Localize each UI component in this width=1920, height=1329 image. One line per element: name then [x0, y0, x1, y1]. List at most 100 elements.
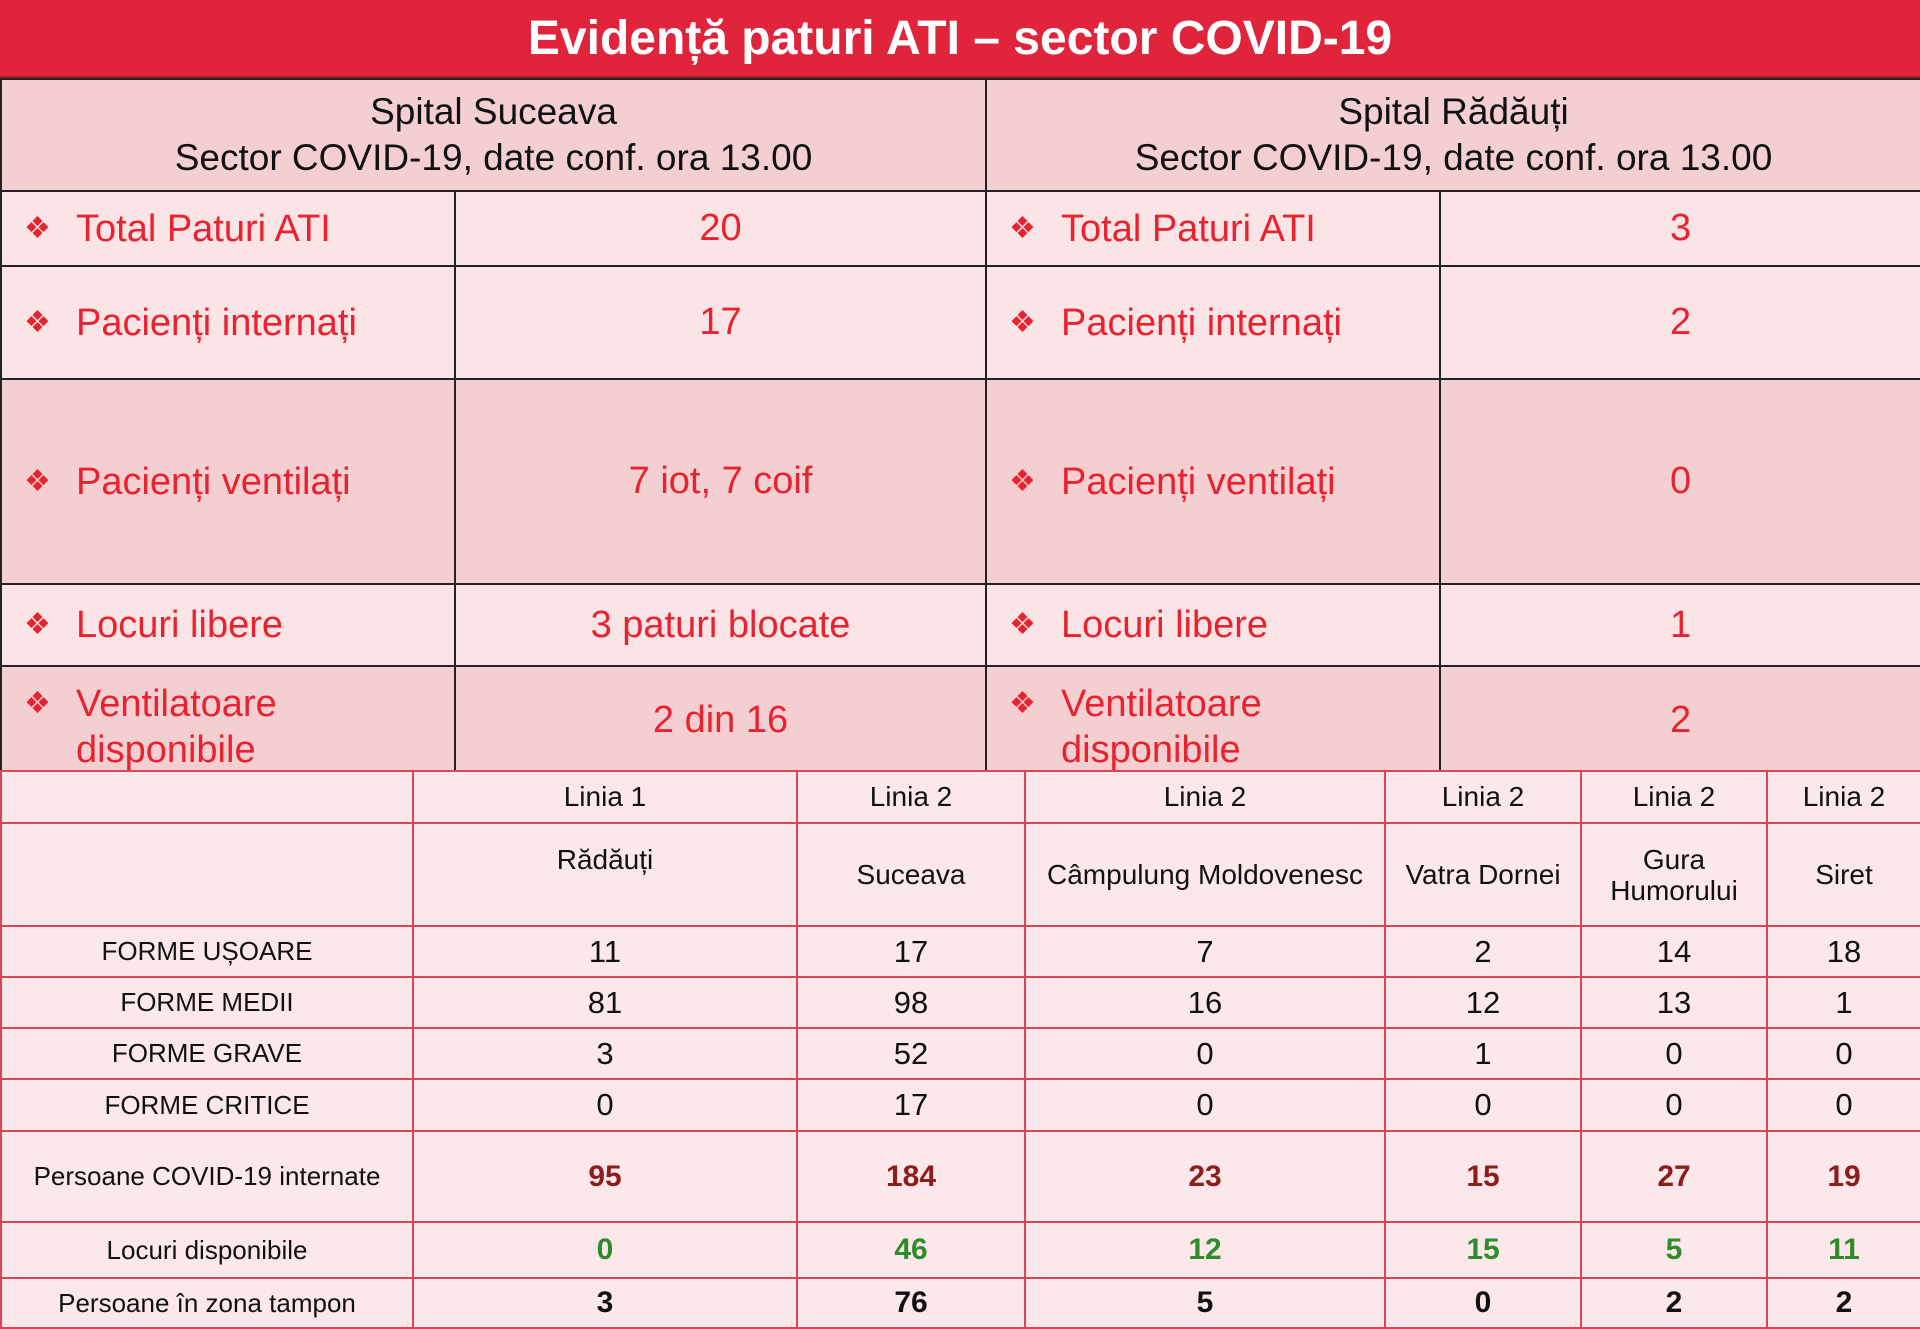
- table-row-disponibile: Locuri disponibile 0 46 12 15 5 11: [0, 1221, 1920, 1279]
- cell-value: 184: [796, 1130, 1026, 1223]
- row-label-line1: Ventilatoare: [76, 683, 277, 725]
- row-label: Persoane COVID-19 internate: [0, 1130, 414, 1223]
- cell-value: 0: [1024, 1027, 1386, 1080]
- cell-value: 0: [1384, 1277, 1582, 1329]
- cell-value: 0: [1580, 1027, 1768, 1080]
- cell-value: 19: [1766, 1130, 1920, 1223]
- cell-value: 98: [796, 976, 1026, 1029]
- hospital-name: Spital Rădăuți: [1338, 91, 1569, 132]
- row-label: Locuri disponibile: [0, 1221, 414, 1279]
- line-label: Linia 2: [1580, 770, 1768, 824]
- hospital-header-row: Spital Suceava Sector COVID-19, date con…: [0, 78, 1920, 192]
- cell-value: 3: [412, 1277, 798, 1329]
- suceava-value: 2 din 16: [453, 665, 988, 775]
- ati-row-internati: ❖ Pacienți internați 17 ❖ Pacienți interna…: [0, 265, 1920, 380]
- city-name: Rădăuți: [412, 822, 798, 927]
- diamond-bullet-icon: ❖: [1009, 687, 1036, 720]
- ati-row-ventilati: ❖ Pacienți ventilați 7 iot, 7 coif ❖ Pacie…: [0, 378, 1920, 585]
- cell-value: 46: [796, 1221, 1026, 1279]
- table-row: FORME GRAVE 3 52 0 1 0 0: [0, 1027, 1920, 1080]
- city-name: Gura Humorului: [1580, 822, 1768, 927]
- ati-row-ventilatoare: ❖ Ventilatoare disponibile 2 din 16 ❖ Venti…: [0, 665, 1920, 775]
- suceava-value: 20: [453, 190, 988, 267]
- table-row: FORME UȘOARE 11 17 7 2 14 18: [0, 925, 1920, 978]
- cell-value: 13: [1580, 976, 1768, 1029]
- hospital-subtitle: Sector COVID-19, date conf. ora 13.00: [1134, 137, 1773, 178]
- cell-value: 15: [1384, 1221, 1582, 1279]
- table-row-internate: Persoane COVID-19 internate 95 184 23 15…: [0, 1130, 1920, 1223]
- city-name-line2: Humorului: [1610, 874, 1738, 906]
- line-label: Linia 2: [1384, 770, 1582, 824]
- row-label: Pacienți ventilați: [76, 460, 351, 503]
- cell-value: 5: [1580, 1221, 1768, 1279]
- table-row: FORME CRITICE 0 17 0 0 0 0: [0, 1078, 1920, 1132]
- city-name: Vatra Dornei: [1384, 822, 1582, 927]
- hospital-name: Spital Suceava: [370, 91, 617, 132]
- row-label: Locuri libere: [76, 604, 283, 646]
- row-label: Ventilatoare disponibile: [1061, 681, 1262, 772]
- radauti-value: 0: [1439, 378, 1920, 585]
- row-label: Pacienți internați: [76, 301, 357, 344]
- cell-value: 95: [412, 1130, 798, 1223]
- city-name: Suceava: [796, 822, 1026, 927]
- cell-value: 0: [412, 1221, 798, 1279]
- suceava-value: 17: [453, 265, 988, 380]
- line-header-row: Linia 1 Linia 2 Linia 2 Linia 2 Linia 2 …: [0, 770, 1920, 824]
- cell-value: 76: [796, 1277, 1026, 1329]
- cell-value: 27: [1580, 1130, 1768, 1223]
- cell-value: 0: [1766, 1027, 1920, 1080]
- city-name: Siret: [1766, 822, 1920, 927]
- row-label: FORME GRAVE: [0, 1027, 414, 1080]
- row-label: Pacienți internați: [1061, 301, 1342, 344]
- diamond-bullet-icon: ❖: [24, 464, 51, 498]
- table-row-tampon: Persoane în zona tampon 3 76 5 0 2 2: [0, 1277, 1920, 1329]
- row-label-line1: Ventilatoare: [1061, 683, 1262, 725]
- cell-value: 0: [1766, 1078, 1920, 1132]
- cell-value: 52: [796, 1027, 1026, 1080]
- row-label: Ventilatoare disponibile: [76, 681, 277, 772]
- suceava-value: 3 paturi blocate: [453, 583, 988, 667]
- diamond-bullet-icon: ❖: [1009, 211, 1036, 245]
- diamond-bullet-icon: ❖: [1009, 464, 1036, 498]
- page-title: Evidență paturi ATI – sector COVID-19: [0, 0, 1920, 78]
- row-label-line2: disponibile: [76, 729, 256, 771]
- cell-value: 18: [1766, 925, 1920, 978]
- line-label: Linia 2: [796, 770, 1026, 824]
- cell-value: 2: [1766, 1277, 1920, 1329]
- row-label: FORME MEDII: [0, 976, 414, 1029]
- row-label: Total Paturi ATI: [76, 207, 331, 250]
- cell-value: 2: [1580, 1277, 1768, 1329]
- cell-value: 16: [1024, 976, 1386, 1029]
- diamond-bullet-icon: ❖: [24, 608, 51, 641]
- cell-value: 5: [1024, 1277, 1386, 1329]
- cell-value: 11: [412, 925, 798, 978]
- cell-value: 0: [1580, 1078, 1768, 1132]
- radauti-value: 2: [1439, 265, 1920, 380]
- city-name-line1: Gura: [1642, 843, 1706, 875]
- radauti-value: 1: [1439, 583, 1920, 667]
- cell-value: 81: [412, 976, 798, 1029]
- city-name: Câmpulung Moldovenesc: [1024, 822, 1386, 927]
- row-label: Persoane în zona tampon: [0, 1277, 414, 1329]
- cell-value: 23: [1024, 1130, 1386, 1223]
- cell-value: 12: [1024, 1221, 1386, 1279]
- cell-value: 11: [1766, 1221, 1920, 1279]
- ati-row-locuri-libere: ❖ Locuri libere 3 paturi blocate ❖ Locuri …: [0, 583, 1920, 667]
- cell-value: 0: [412, 1078, 798, 1132]
- cell-value: 0: [1024, 1078, 1386, 1132]
- cell-value: 12: [1384, 976, 1582, 1029]
- hospital-subtitle: Sector COVID-19, date conf. ora 13.00: [174, 137, 813, 178]
- suceava-value: 7 iot, 7 coif: [453, 378, 988, 585]
- hospital-header-suceava: Spital Suceava Sector COVID-19, date con…: [0, 78, 988, 192]
- empty-corner-cell: [0, 822, 414, 927]
- radauti-value: 2: [1439, 665, 1920, 775]
- cell-value: 17: [796, 925, 1026, 978]
- diamond-bullet-icon: ❖: [1009, 608, 1036, 641]
- line-label: Linia 2: [1766, 770, 1920, 824]
- radauti-value: 3: [1439, 190, 1920, 267]
- cell-value: 1: [1384, 1027, 1582, 1080]
- cell-value: 0: [1384, 1078, 1582, 1132]
- cell-value: 1: [1766, 976, 1920, 1029]
- diamond-bullet-icon: ❖: [24, 211, 51, 245]
